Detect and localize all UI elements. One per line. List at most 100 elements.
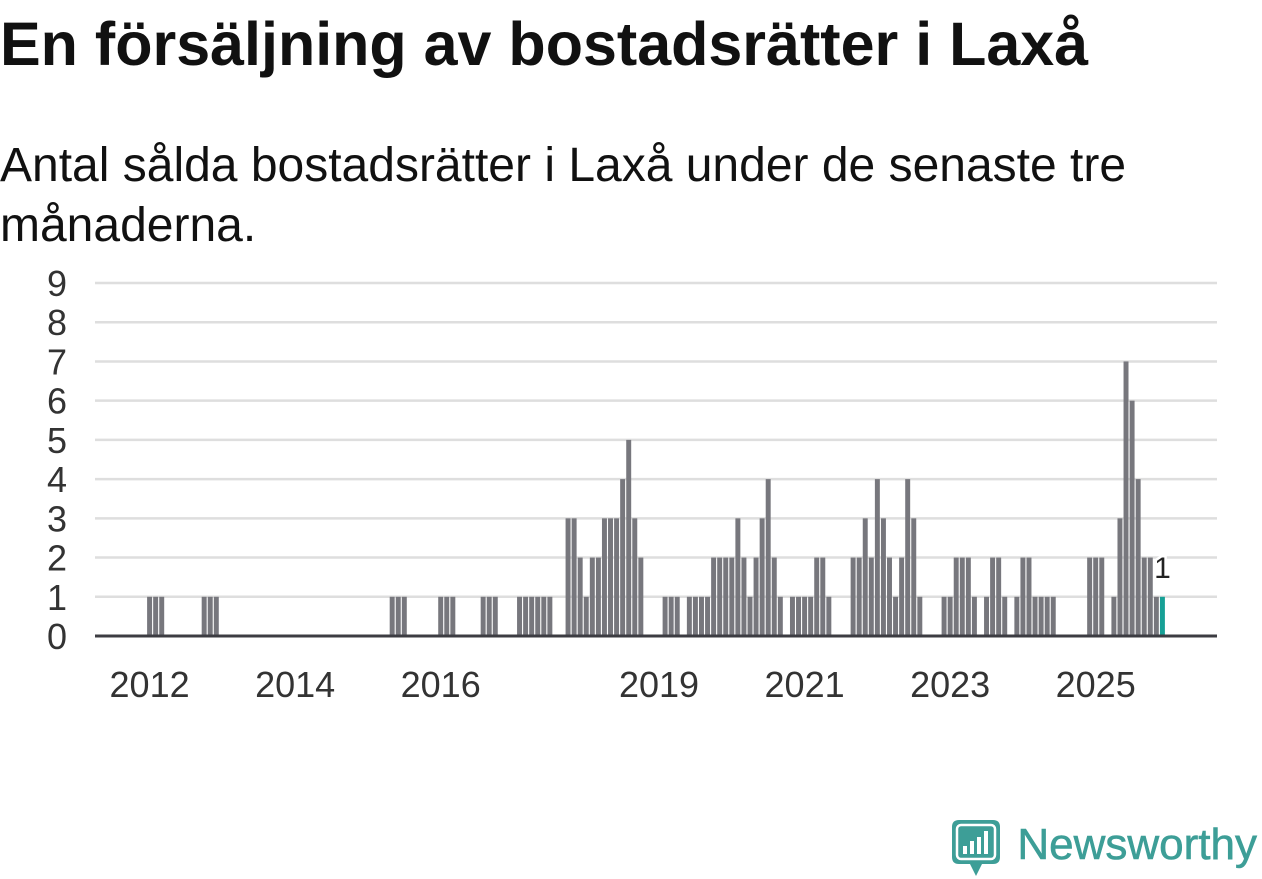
bar [1014, 596, 1020, 636]
bar [492, 596, 498, 636]
bar [1099, 557, 1105, 636]
bar [723, 557, 729, 636]
bar [529, 596, 535, 636]
bar [547, 596, 553, 636]
bar [796, 596, 802, 636]
bar [1026, 557, 1032, 636]
bar [947, 596, 953, 636]
x-tick-label: 2023 [910, 664, 990, 705]
bar [984, 596, 990, 636]
bar [147, 596, 153, 636]
bar [450, 596, 456, 636]
bar [826, 596, 832, 636]
bar [1117, 518, 1123, 636]
bar [153, 596, 159, 636]
bar [820, 557, 826, 636]
bar [213, 596, 219, 636]
bar [765, 479, 771, 636]
x-tick-label: 2016 [401, 664, 481, 705]
x-tick-label: 2021 [765, 664, 845, 705]
brand-name: Newsworthy [1017, 820, 1257, 869]
bar [893, 596, 899, 636]
bar [699, 596, 704, 636]
x-tick-label: 2019 [619, 664, 699, 705]
bar [159, 596, 165, 636]
bar [601, 518, 607, 636]
bar [1087, 557, 1093, 636]
bar [899, 557, 905, 636]
bar [608, 518, 613, 636]
bar [814, 557, 820, 636]
y-tick-label: 3 [47, 498, 67, 539]
bar [595, 557, 601, 636]
gridlines [95, 281, 1217, 599]
bar [444, 596, 450, 636]
bar [1135, 479, 1141, 636]
bar [729, 557, 735, 636]
bar [759, 518, 765, 636]
bar [868, 557, 874, 636]
bar [589, 557, 595, 636]
bar [971, 596, 977, 636]
bar [880, 518, 886, 636]
bars [147, 361, 1165, 636]
y-tick-label: 9 [47, 263, 67, 304]
bar [874, 479, 880, 636]
y-tick-label: 2 [47, 538, 67, 579]
bar [753, 557, 759, 636]
bar [577, 557, 583, 636]
bar [201, 596, 207, 636]
x-tick-label: 2012 [110, 664, 190, 705]
y-tick-label: 0 [47, 616, 67, 657]
bar [711, 557, 717, 636]
y-tick-label: 8 [47, 302, 67, 343]
highlight-value-label: 1 [1154, 552, 1171, 585]
bar [1032, 596, 1038, 636]
bar [959, 557, 965, 636]
annotations: 1 [1152, 549, 1174, 587]
bar [614, 518, 620, 636]
y-tick-label: 6 [47, 381, 67, 422]
bar [735, 518, 741, 636]
bar [1153, 596, 1159, 636]
bar [626, 439, 632, 636]
bar [990, 557, 996, 636]
bar [1050, 596, 1056, 636]
bar [632, 518, 638, 636]
bar [1147, 557, 1153, 636]
bar [535, 596, 541, 636]
bar [583, 596, 589, 636]
bar [1123, 361, 1129, 636]
bar [808, 596, 814, 636]
x-tick-label: 2014 [255, 664, 335, 705]
bar [565, 518, 571, 636]
bar [486, 596, 492, 636]
bar [1002, 596, 1008, 636]
highlighted-bar [1159, 596, 1165, 636]
bar [1093, 557, 1099, 636]
bar [674, 596, 680, 636]
bar [911, 518, 917, 636]
bar [523, 596, 529, 636]
bar [620, 479, 626, 636]
bar [389, 596, 395, 636]
chart-subtitle: Antal sålda bostadsrätter i Laxå under d… [0, 139, 1127, 252]
x-tick-label: 2025 [1056, 664, 1136, 705]
newsworthy-logo: Newsworthy [952, 820, 1257, 876]
bar [705, 596, 711, 636]
bar [395, 596, 401, 636]
bar [789, 596, 795, 636]
bar [996, 557, 1002, 636]
bar [1129, 400, 1135, 636]
bar [1111, 596, 1117, 636]
bar [517, 596, 523, 636]
bar [686, 596, 692, 636]
bar [747, 596, 753, 636]
bar [856, 557, 862, 636]
bar [917, 596, 923, 636]
bar [638, 557, 644, 636]
bar [438, 596, 444, 636]
bar [692, 596, 698, 636]
bar [965, 557, 971, 636]
